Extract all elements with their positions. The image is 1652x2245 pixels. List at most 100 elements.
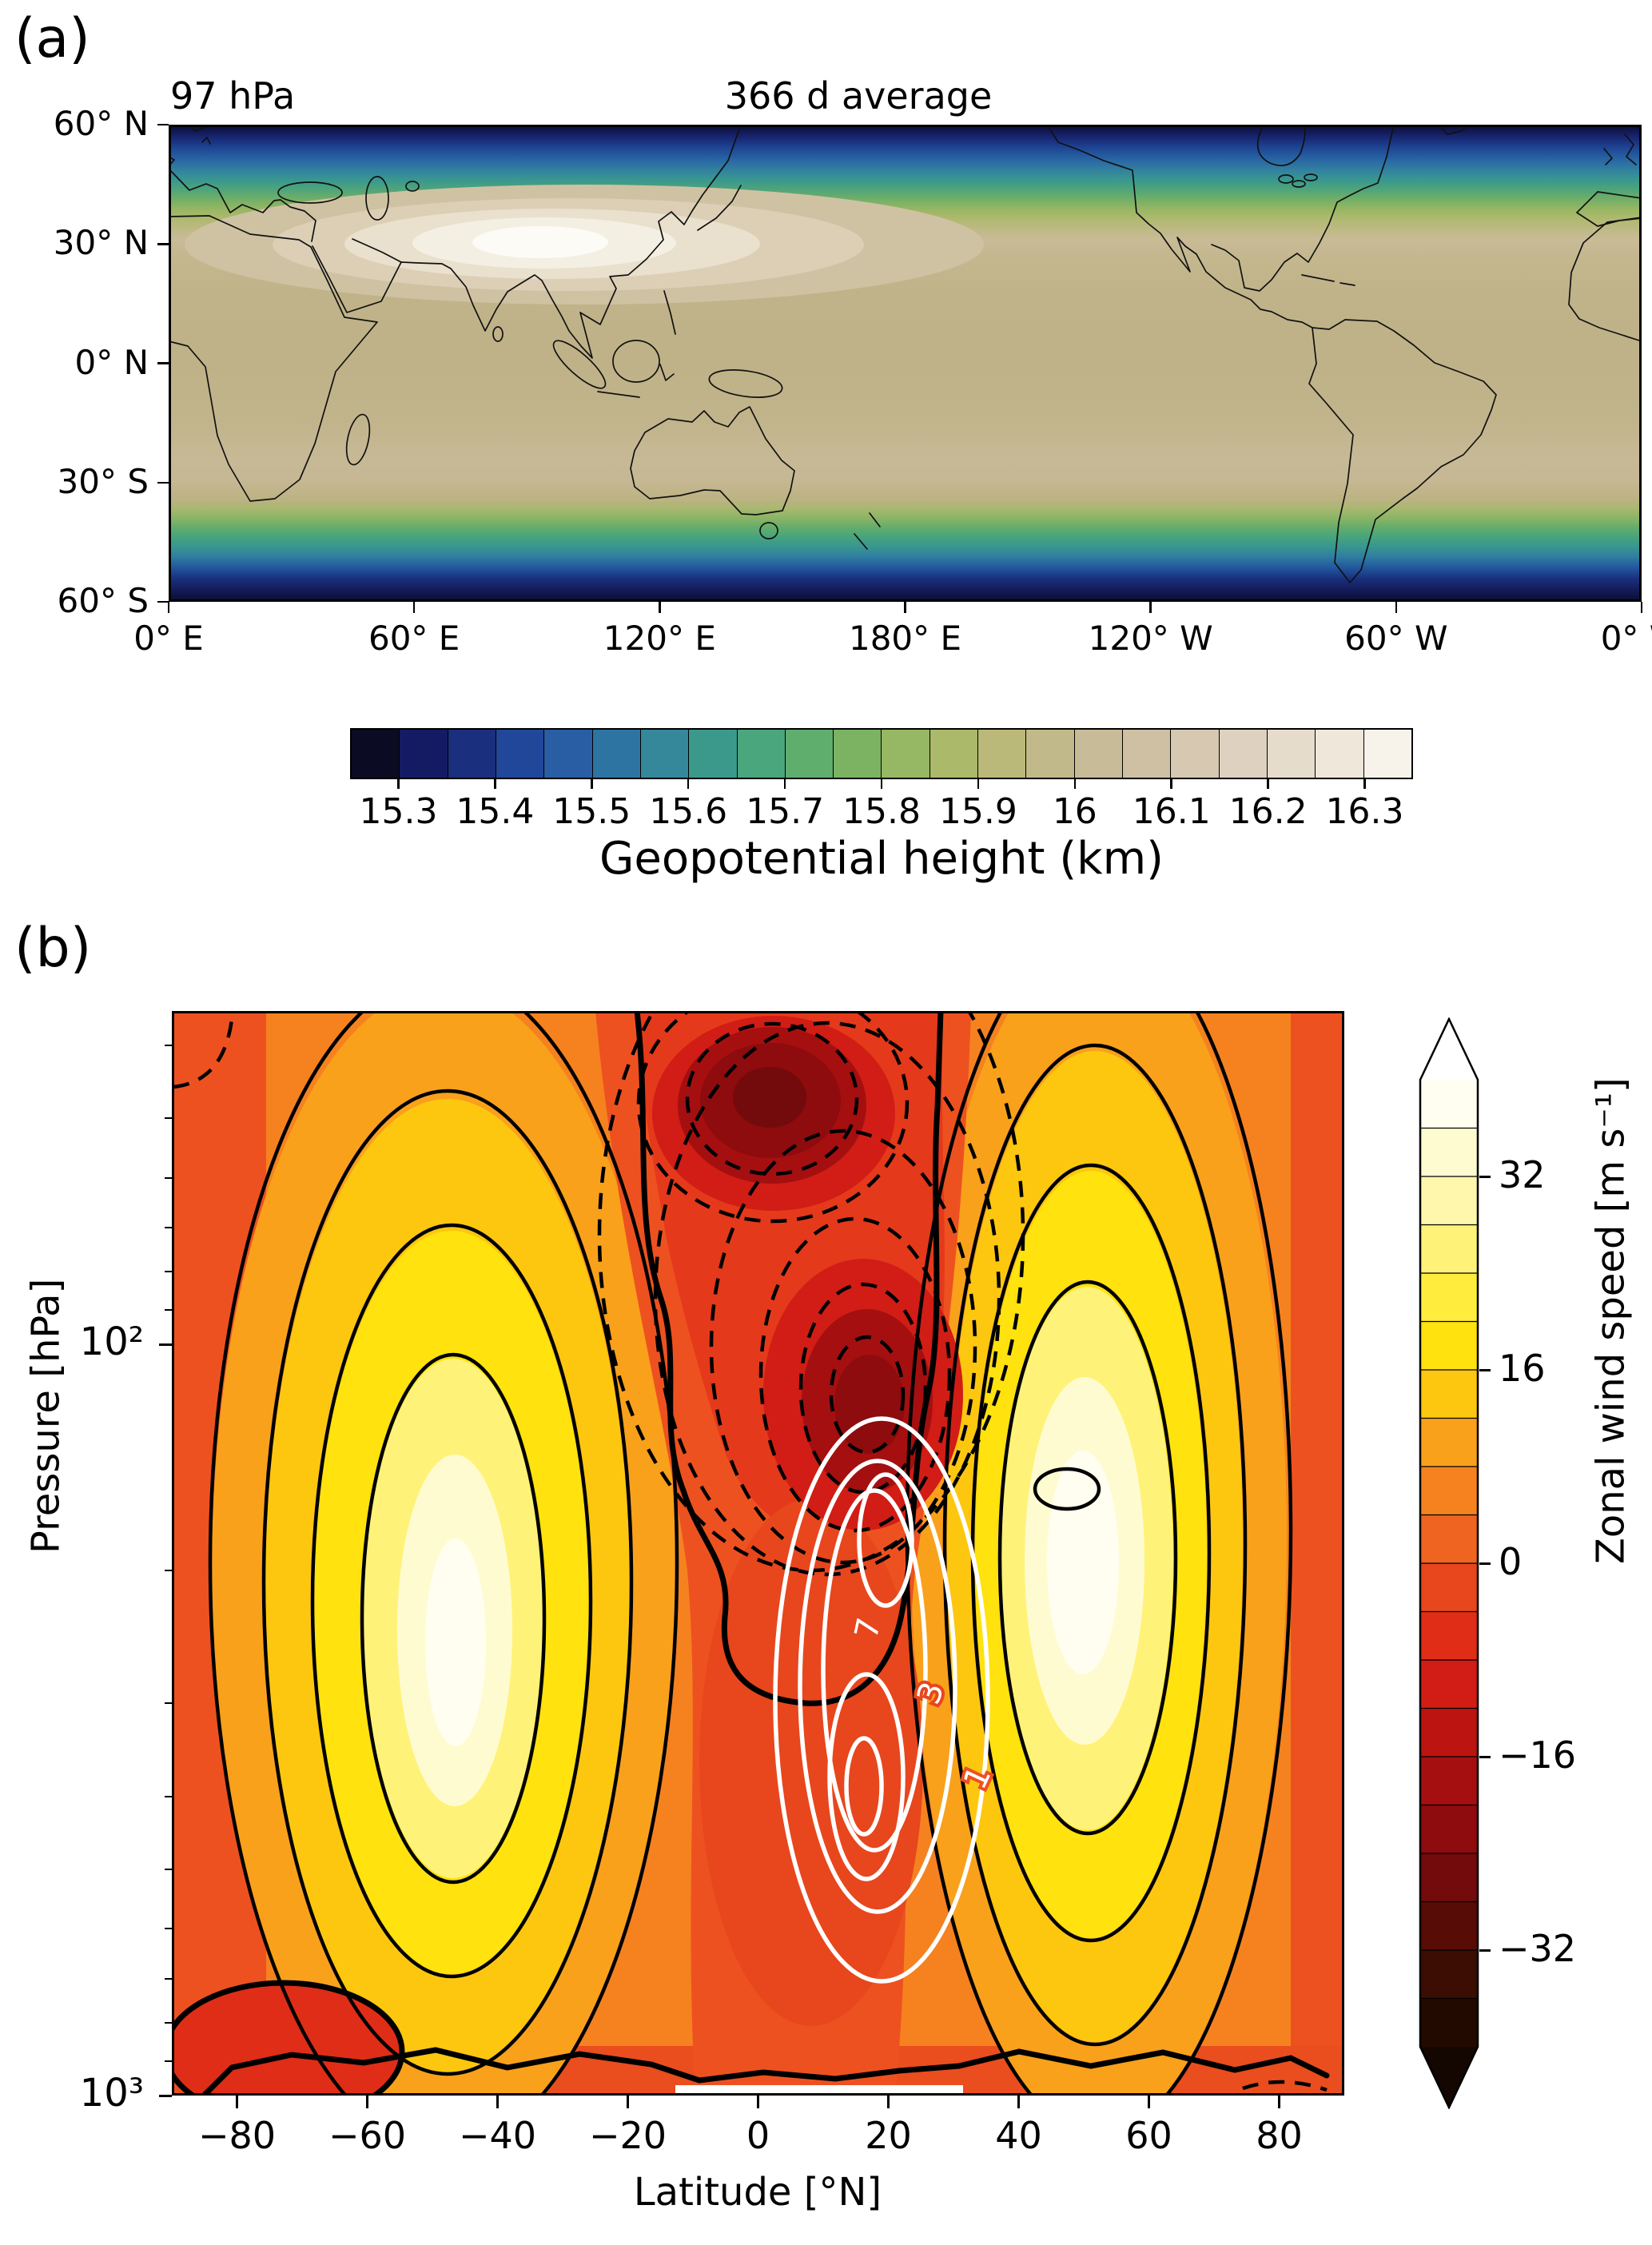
colorbar-a-tick-label: 16 — [1052, 791, 1097, 832]
tracer-surface-band — [675, 2085, 963, 2096]
easterly-contours-dashed — [173, 1011, 1328, 2092]
wind-colorbar-tick-label: 32 — [1499, 1153, 1546, 1196]
map-y-tick-mark — [157, 123, 169, 126]
pressure-minor-tick-mark — [165, 1117, 172, 1120]
tropical-easterly-fill — [595, 1011, 971, 2096]
geopotential-colorbar-cell — [1026, 730, 1075, 778]
wind-colorbar-tick-mark — [1479, 1175, 1491, 1178]
colorbar-a-title: Geopotential height (km) — [599, 833, 1164, 885]
pressure-minor-tick-mark — [165, 1176, 172, 1179]
colorbar-a-tick-mark — [494, 779, 496, 789]
colorbar-a-tick-mark — [977, 779, 980, 789]
latitude-tick-label: 20 — [865, 2114, 912, 2157]
colorbar-a-tick-mark — [880, 779, 883, 789]
panel-b-label: (b) — [14, 917, 92, 980]
wind-colorbar-cell — [1420, 1757, 1478, 1806]
panel-b-frame — [172, 1011, 1344, 2096]
wind-colorbar-tick-mark — [1479, 1755, 1491, 1758]
pressure-minor-tick-mark — [165, 1570, 172, 1571]
colorbar-a-tick-label: 15.4 — [456, 791, 535, 832]
nh-jet-fill — [911, 1011, 1287, 2096]
pressure-tick-label: 10² — [79, 1320, 144, 1365]
map-y-tick-mark — [157, 481, 169, 484]
map-y-tick-mark — [157, 600, 169, 603]
colorbar-a-tick-mark — [1267, 779, 1269, 789]
wind-colorbar-tick-label: 0 — [1499, 1540, 1523, 1583]
wind-colorbar-cell — [1420, 1467, 1478, 1516]
wind-colorbar-cell — [1420, 1805, 1478, 1854]
latitude-tick-mark — [1148, 2096, 1150, 2108]
geopotential-colorbar-cell — [544, 730, 593, 778]
geopotential-colorbar-cell — [1171, 730, 1220, 778]
map-x-tick-mark — [659, 602, 661, 613]
geopotential-colorbar-cell — [1123, 730, 1172, 778]
map-x-tick-mark — [1395, 602, 1398, 613]
map-x-tick-mark — [904, 602, 906, 613]
wind-colorbar-tick-mark — [1479, 1562, 1491, 1565]
latitude-tick-mark — [1017, 2096, 1020, 2108]
wind-colorbar-cell — [1420, 1998, 1478, 2048]
wind-colorbar-cell — [1420, 1708, 1478, 1757]
geopotential-colorbar-cell — [592, 730, 641, 778]
wind-colorbar — [1419, 1017, 1479, 2109]
pressure-minor-tick-mark — [165, 1045, 172, 1046]
colorbar-a-tick-label: 15.9 — [938, 791, 1017, 832]
colorbar-a-tick-label: 15.3 — [359, 791, 438, 832]
geopotential-colorbar-cell — [689, 730, 738, 778]
geopotential-colorbar — [350, 728, 1413, 779]
geopotential-colorbar-cell — [400, 730, 448, 778]
wind-colorbar-cell — [1420, 1563, 1478, 1613]
map-y-tick-mark — [157, 243, 169, 245]
map-y-tick-label: 60° S — [57, 581, 149, 620]
latitude-tick-mark — [887, 2096, 890, 2108]
colorbar-a-tick-mark — [591, 779, 593, 789]
colorbar-a-tick-mark — [687, 779, 690, 789]
map-x-tick-label: 0° E — [133, 619, 204, 658]
map-coastlines — [169, 125, 1642, 583]
pressure-tick-mark — [159, 1343, 172, 1346]
map-x-tick-label: 120° W — [1088, 619, 1213, 658]
wind-colorbar-cell — [1420, 1950, 1478, 2000]
zonal-wind-plot: 7 3 1 — [172, 1011, 1344, 2096]
wind-colorbar-cell — [1420, 1176, 1478, 1226]
pressure-minor-tick-mark — [165, 1795, 172, 1797]
map-x-tick-label: 120° E — [603, 619, 716, 658]
latitude-tick-label: 40 — [995, 2114, 1042, 2157]
latitude-axis-label: Latitude [°N] — [633, 2170, 882, 2215]
latitude-tick-label: −60 — [328, 2114, 407, 2157]
map-x-tick-label: 180° E — [848, 619, 962, 658]
pressure-minor-tick-mark — [165, 1869, 172, 1871]
wind-colorbar-tick-label: −32 — [1499, 1927, 1577, 1970]
wind-colorbar-cell — [1420, 1224, 1478, 1274]
geopotential-colorbar-cell — [737, 730, 786, 778]
pressure-minor-tick-mark — [165, 1270, 172, 1272]
latitude-tick-mark — [757, 2096, 759, 2108]
geopotential-colorbar-cell — [929, 730, 979, 778]
wind-colorbar-cell — [1420, 1901, 1478, 1951]
latitude-tick-mark — [366, 2096, 368, 2108]
geopotential-colorbar-cell — [834, 730, 882, 778]
geopotential-colorbar-cell — [1267, 730, 1316, 778]
geopotential-colorbar-cell — [352, 730, 400, 778]
latitude-tick-mark — [627, 2096, 629, 2108]
wind-colorbar-tick-mark — [1479, 1368, 1491, 1371]
pressure-minor-tick-mark — [165, 2060, 172, 2062]
wind-colorbar-cell — [1420, 1853, 1478, 1903]
colorbar-a-tick-label: 16.1 — [1132, 791, 1211, 832]
geopotential-colorbar-cell — [785, 730, 834, 778]
map-x-tick-mark — [412, 602, 416, 613]
latitude-tick-label: −20 — [588, 2114, 667, 2157]
latitude-tick-label: 60 — [1125, 2114, 1172, 2157]
latitude-tick-label: −80 — [197, 2114, 277, 2157]
geopotential-colorbar-cell — [448, 730, 496, 778]
pressure-minor-tick-mark — [165, 1227, 172, 1229]
colorbar-a-tick-label: 15.7 — [746, 791, 825, 832]
map-frame — [169, 125, 1642, 602]
geopotential-colorbar-cell — [1219, 730, 1268, 778]
geopotential-colorbar-cell — [640, 730, 690, 778]
map-y-tick-label: 30° N — [53, 223, 149, 263]
wind-colorbar-cell — [1420, 1370, 1478, 1419]
wind-colorbar-cell — [1420, 1660, 1478, 1710]
geopotential-colorbar-cell — [496, 730, 545, 778]
